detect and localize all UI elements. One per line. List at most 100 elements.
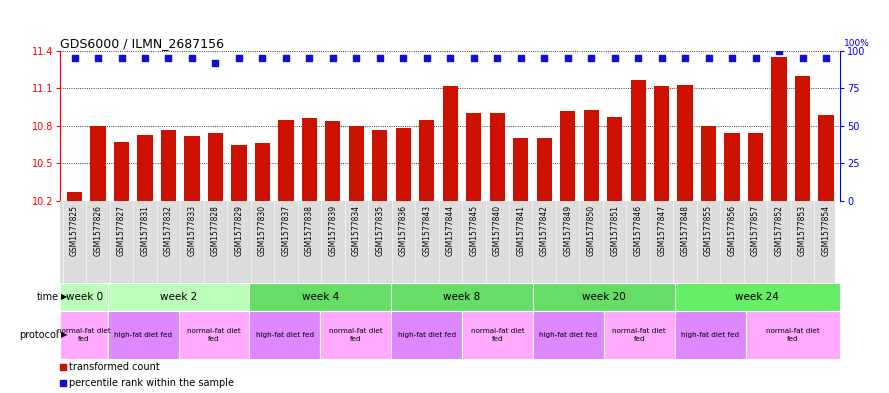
Bar xyxy=(490,114,505,201)
Text: GSM1577847: GSM1577847 xyxy=(657,205,666,256)
Text: high-fat diet fed: high-fat diet fed xyxy=(397,332,456,338)
Point xyxy=(631,55,645,62)
Bar xyxy=(701,126,717,201)
Bar xyxy=(630,80,645,201)
Text: GSM1577844: GSM1577844 xyxy=(445,205,455,256)
Text: high-fat diet fed: high-fat diet fed xyxy=(114,332,172,338)
Text: GSM1577835: GSM1577835 xyxy=(375,205,384,256)
Text: ▶: ▶ xyxy=(61,292,68,301)
Text: GSM1577827: GSM1577827 xyxy=(117,205,126,256)
Bar xyxy=(179,311,250,359)
Bar xyxy=(725,134,740,201)
Bar xyxy=(208,134,223,201)
Text: GSM1577833: GSM1577833 xyxy=(188,205,196,256)
Point xyxy=(654,55,669,62)
Bar xyxy=(108,311,179,359)
Text: 100%: 100% xyxy=(845,39,870,48)
Text: GSM1577846: GSM1577846 xyxy=(634,205,643,256)
Text: GSM1577836: GSM1577836 xyxy=(399,205,408,256)
Bar xyxy=(675,311,746,359)
Bar xyxy=(533,283,675,311)
Text: week 24: week 24 xyxy=(735,292,780,302)
Point xyxy=(514,55,528,62)
Bar xyxy=(537,138,552,201)
Point xyxy=(138,55,152,62)
Text: GSM1577853: GSM1577853 xyxy=(798,205,807,256)
Text: transformed count: transformed count xyxy=(69,362,160,372)
Point xyxy=(372,55,387,62)
Text: GSM1577840: GSM1577840 xyxy=(493,205,501,256)
Bar xyxy=(91,126,106,201)
Text: time: time xyxy=(36,292,59,302)
Point xyxy=(467,55,481,62)
Point xyxy=(749,55,763,62)
Bar xyxy=(583,110,599,201)
Bar xyxy=(184,136,200,201)
Text: high-fat diet fed: high-fat diet fed xyxy=(540,332,597,338)
Text: GSM1577857: GSM1577857 xyxy=(751,205,760,256)
Text: GSM1577842: GSM1577842 xyxy=(540,205,549,256)
Point xyxy=(208,60,222,66)
Point xyxy=(420,55,434,62)
Bar xyxy=(60,283,108,311)
Point xyxy=(232,55,246,62)
Bar xyxy=(138,135,153,201)
Point xyxy=(772,48,786,54)
Text: normal-fat diet
fed: normal-fat diet fed xyxy=(766,328,820,342)
Text: GSM1577848: GSM1577848 xyxy=(681,205,690,256)
Bar xyxy=(607,117,622,201)
Text: GSM1577838: GSM1577838 xyxy=(305,205,314,256)
Text: GSM1577855: GSM1577855 xyxy=(704,205,713,256)
Bar xyxy=(391,311,462,359)
Bar xyxy=(325,121,340,201)
Text: normal-fat diet
fed: normal-fat diet fed xyxy=(57,328,111,342)
Point xyxy=(678,55,693,62)
Point xyxy=(444,55,458,62)
Bar xyxy=(250,283,391,311)
Text: GDS6000 / ILMN_2687156: GDS6000 / ILMN_2687156 xyxy=(60,37,224,50)
Bar xyxy=(278,120,293,201)
Text: week 0: week 0 xyxy=(66,292,102,302)
Point xyxy=(255,55,269,62)
Bar xyxy=(301,119,317,201)
Text: GSM1577828: GSM1577828 xyxy=(211,205,220,256)
Text: GSM1577832: GSM1577832 xyxy=(164,205,173,256)
Bar xyxy=(231,145,246,201)
Bar xyxy=(677,85,693,201)
Bar xyxy=(462,311,533,359)
Point xyxy=(185,55,199,62)
Point xyxy=(302,55,316,62)
Text: GSM1577845: GSM1577845 xyxy=(469,205,478,256)
Bar xyxy=(466,114,482,201)
Text: high-fat diet fed: high-fat diet fed xyxy=(681,332,740,338)
Text: GSM1577856: GSM1577856 xyxy=(727,205,737,256)
Point xyxy=(68,55,82,62)
Bar xyxy=(654,86,669,201)
Text: GSM1577841: GSM1577841 xyxy=(517,205,525,256)
Bar xyxy=(675,283,840,311)
Bar xyxy=(819,115,834,201)
Bar xyxy=(746,311,840,359)
Text: GSM1577831: GSM1577831 xyxy=(140,205,149,256)
Text: normal-fat diet
fed: normal-fat diet fed xyxy=(188,328,241,342)
Text: GSM1577837: GSM1577837 xyxy=(282,205,291,256)
Point xyxy=(91,55,105,62)
Text: GSM1577826: GSM1577826 xyxy=(93,205,102,256)
Bar xyxy=(250,311,320,359)
Bar xyxy=(533,311,604,359)
Text: week 4: week 4 xyxy=(301,292,339,302)
Bar xyxy=(772,57,787,201)
Bar xyxy=(748,134,763,201)
Text: ▶: ▶ xyxy=(61,331,68,340)
Bar xyxy=(67,192,82,201)
Text: normal-fat diet
fed: normal-fat diet fed xyxy=(470,328,525,342)
Point xyxy=(490,55,504,62)
Text: GSM1577830: GSM1577830 xyxy=(258,205,267,256)
Bar xyxy=(419,120,435,201)
Text: GSM1577829: GSM1577829 xyxy=(235,205,244,256)
Point xyxy=(819,55,833,62)
Point xyxy=(607,55,621,62)
Text: GSM1577834: GSM1577834 xyxy=(352,205,361,256)
Text: GSM1577852: GSM1577852 xyxy=(774,205,783,256)
Bar xyxy=(396,129,411,201)
